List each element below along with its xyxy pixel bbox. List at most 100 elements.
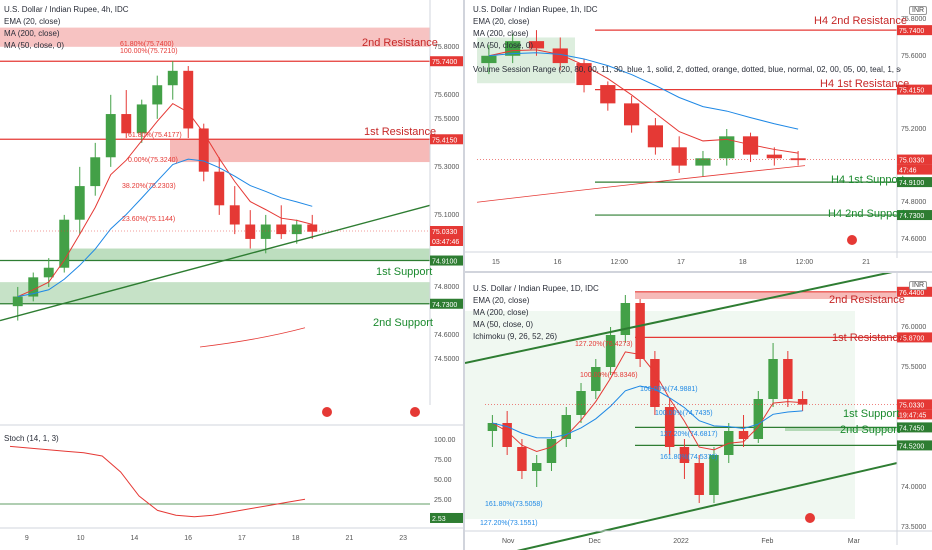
date-tick-label: 18 [292,535,300,542]
price-box-label: 74.7300 [899,213,924,220]
price-box-label: 76.4400 [899,290,924,297]
candle-body [276,224,287,235]
candle-body [797,399,808,405]
price-box [897,177,932,188]
level-h4-1st-resistance: H4 1st Resistance [820,78,910,90]
candle-body [783,359,793,399]
chart-1h-canvas[interactable]: 75.8000 75.6000 75.2000 74.8000 74.6000 75.74… [465,0,932,271]
legend-ema: EMA (20, close) [4,17,61,26]
date-tick-label: 18 [739,259,747,266]
candle-body [502,423,512,447]
date-tick-label: 10 [77,535,85,542]
candle-body [671,147,687,166]
candle-body [576,63,592,86]
level-2nd-resistance: 2nd Resistance [829,294,905,306]
level-1st-resistance: 1st Resistance [832,332,905,344]
currency-badge[interactable]: INR [909,6,928,15]
price-box-label: 75.0330 [432,229,457,236]
price-tick-label: 75.3000 [434,164,459,171]
level-1st-support: 1st Support [843,408,900,420]
price-box [897,422,932,433]
stoch-tick-label: 100.00 [434,437,456,444]
candle-body [719,136,735,159]
candle-body [136,104,147,134]
chart-pane-1d[interactable]: 76.000075.500074.500074.000073.500076.44… [465,273,932,550]
fib-level-label: 61.80%(75.4177) [128,132,182,139]
price-box [897,440,932,451]
candle-body [623,103,640,126]
legend-title: U.S. Dollar / Indian Rupee, 1D, IDC [473,284,599,293]
legend-ma50: MA (50, close, 0) [473,41,534,50]
price-box [430,235,463,246]
stoch-tick-label: 25.00 [434,497,452,504]
stoch-tick-label: 75.00 [434,457,452,464]
price-box-label: 74.5200 [899,443,924,450]
chart-4h-legend: U.S. Dollar / Indian Rupee, 4h, IDC EMA … [4,4,129,52]
legend-ma200: MA (200, close) [4,29,60,38]
date-tick-label: 14 [130,535,138,542]
date-tick-label: 21 [345,535,353,542]
level-1st-resistance: 1st Resistance [364,126,437,138]
us-flag-icon [322,407,332,417]
price-tick-label: 75.6000 [434,92,459,99]
price-tick-label: 76.0000 [901,324,926,331]
level-1st-support: 1st Support [376,266,433,278]
price-tick-label: 73.5000 [901,524,926,531]
channel-upper-line [465,273,893,364]
resistance-zone-2 [635,291,897,299]
candle-body [90,157,101,187]
price-box-label: 75.0330 [899,402,924,409]
fib-level-label: 0.00%(75.3240) [128,157,178,164]
pane-divider-horizontal[interactable] [465,271,932,273]
ma200-line [476,165,806,203]
candle-body [528,41,545,49]
fib-level-label: 38.20%(75.2303) [122,183,176,190]
legend-ma200: MA (200, close) [473,308,529,317]
currency-badge[interactable]: INR [909,281,928,290]
price-tick-label: 74.6000 [434,332,459,339]
level-h4-2nd-support: H4 2nd Support [828,208,906,220]
candle-body [650,359,660,407]
support-trendline [0,204,431,322]
chart-pane-1h[interactable]: 75.8000 75.6000 75.2000 74.8000 74.6000 75.74… [465,0,932,271]
price-box-label: 74.9100 [899,180,924,187]
price-tick-label: 75.8000 [901,16,926,23]
candle-body [487,423,498,431]
level-2nd-support: 2nd Support [373,317,433,329]
candle-body [74,186,85,220]
date-tick-label: 17 [677,259,685,266]
candle-body [768,359,778,399]
candle-body [790,158,806,161]
candle-body [167,70,178,86]
price-box-label: 75.7400 [899,28,924,35]
stoch-price-box [430,512,463,523]
level-2nd-resistance: 2nd Resistance [362,37,438,49]
price-box-label: 74.9100 [432,259,457,266]
date-tick-label: 21 [862,259,870,266]
price-box [430,134,463,145]
candle-body [531,463,542,471]
price-tick-label: 74.8000 [901,199,926,206]
us-flag-icon [805,513,815,523]
date-tick-label: 16 [554,259,562,266]
chart-pane-4h[interactable]: 75.8000 75.6000 75.5000 75.3000 75.1000 74.80… [0,0,463,550]
chart-1d-canvas[interactable]: 76.000075.500074.500074.000073.500076.44… [465,273,932,550]
resistance-zone-top [0,27,430,47]
fib-level-label: 100.00%(75.7210) [120,48,178,55]
price-tick-label: 74.6000 [901,236,926,243]
candle-body [591,367,601,391]
support-zone-1 [785,427,897,431]
pane-divider-vertical[interactable] [463,0,465,550]
price-box [430,255,463,266]
chart-4h-canvas[interactable]: 75.8000 75.6000 75.5000 75.3000 75.1000 74.80… [0,0,463,550]
ma50-line [492,385,803,439]
price-tick-label: 74.8000 [434,284,459,291]
candle-body [635,303,645,359]
price-box-label: 75.8700 [899,335,924,342]
candle-body [121,114,132,134]
date-tick-label: 12:00 [611,259,629,266]
candle-body [561,415,571,439]
ema-line [17,102,313,298]
candle-body [12,296,23,307]
price-box-label: 75.0330 [899,158,924,165]
